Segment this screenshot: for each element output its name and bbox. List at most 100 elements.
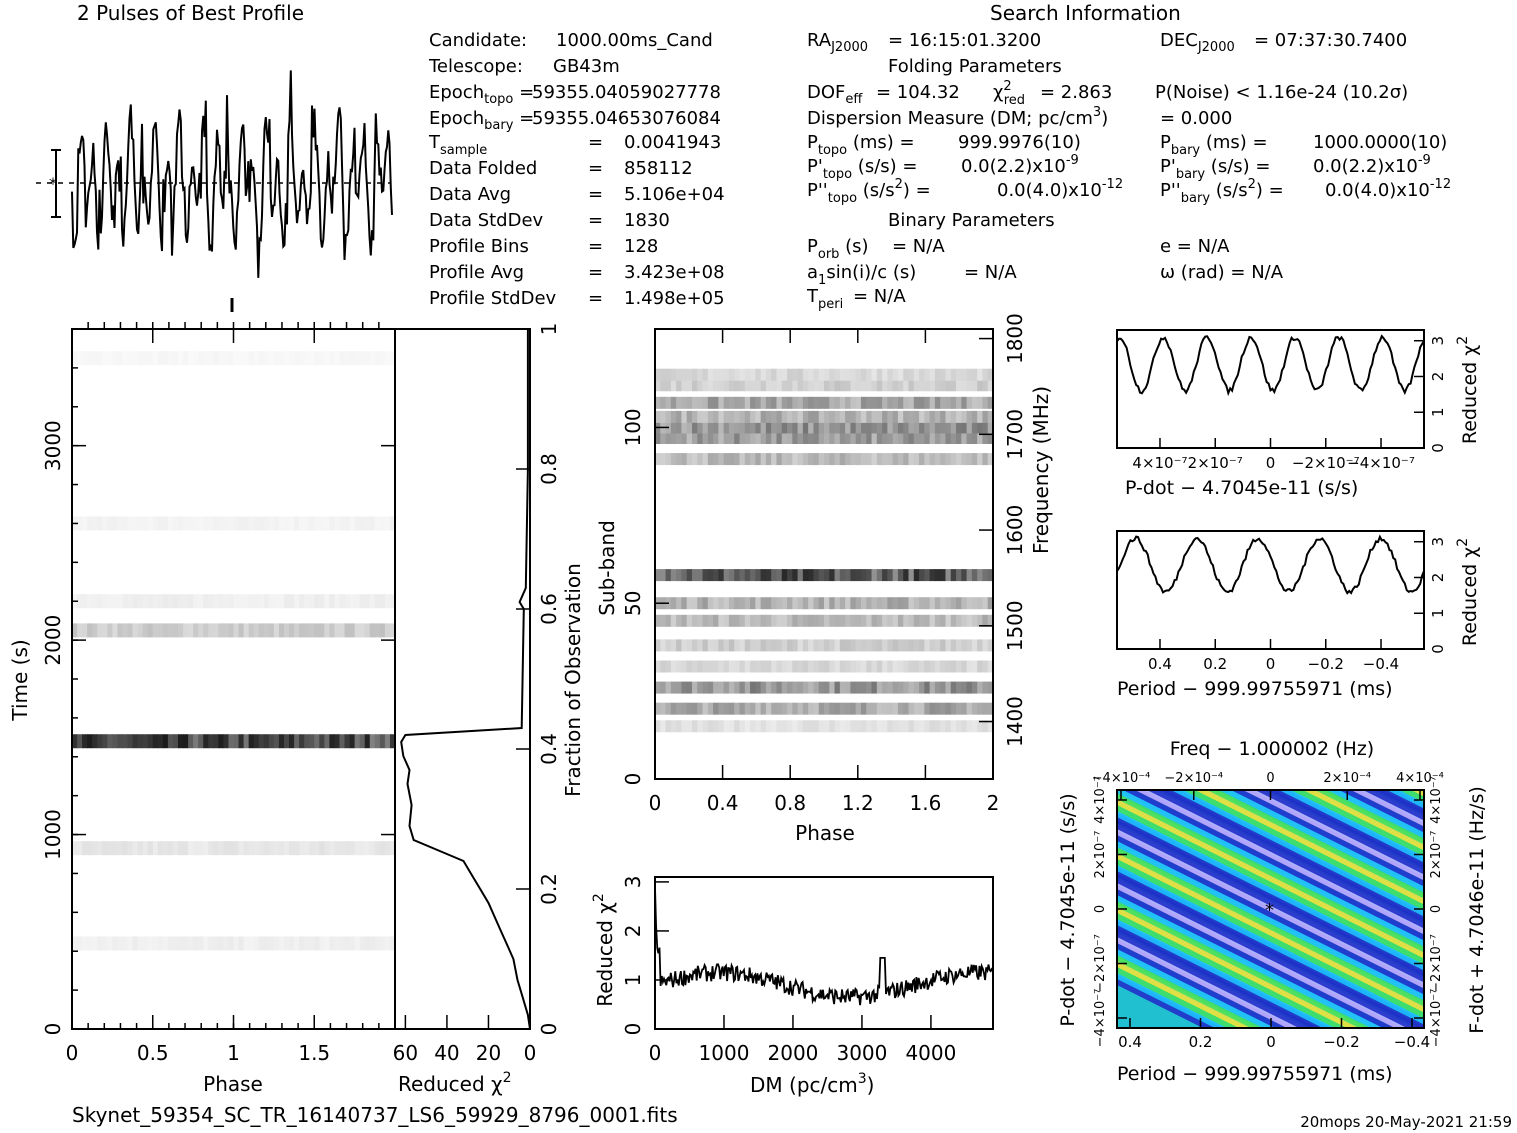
subband-row-cell [971,639,978,652]
subband-row-cell [697,421,704,434]
subband-row-cell [855,421,862,434]
subband-row-cell [713,431,719,444]
subband-row-cell [903,660,910,673]
subband-row-cell [776,720,783,733]
subband-row-cell [940,431,947,444]
subband-row-cell [887,396,894,409]
tperi-value: = N/A [853,286,906,307]
time-row-cell [223,734,230,749]
subband-row-cell [855,702,862,715]
time-row-cell [132,734,139,749]
subband-row-cell [987,421,994,434]
subband-row-cell [855,681,862,694]
subband-row-cell [977,379,984,392]
subband-row-cell [834,453,841,466]
time-row-cell [157,351,164,366]
subband-row-cell [792,431,799,444]
subband-row-cell [919,720,925,733]
time-row-cell [177,516,184,531]
subband-row-cell [887,569,894,582]
plane-contour [1117,866,1424,1028]
subband-row-cell [734,720,741,733]
time-row-cell [364,351,371,366]
subband-row-cell [903,396,910,409]
subband-row-cell [707,379,714,392]
subband-row-cell [676,410,683,423]
subband-row-cell [956,431,962,444]
time-row-cell [319,734,325,749]
time-row-cell [324,936,330,951]
subband-row-cell [702,702,709,715]
subband-row-cell [829,410,836,423]
subband-row-cell [718,639,725,652]
subband-row-cell [850,421,857,434]
subband-row-cell [908,431,915,444]
subband-row-cell [691,597,698,610]
subband-row-cell [982,368,989,381]
subband-row-cell [876,453,883,466]
subband-row-cell [797,720,804,733]
time-row-cell [253,623,260,638]
fraction-ytick: 0.4 [537,733,561,765]
subband-row-cell [691,421,698,434]
subband-row-cell [670,396,677,409]
time-phase-xtick: 0.5 [137,1041,169,1065]
subband-row-cell [681,421,688,434]
subband-row-cell [813,597,820,610]
subband-row-cell [808,614,815,627]
subband-row-cell [908,569,915,582]
plane-contour [1117,854,1424,1019]
subband-row-cell [855,720,862,733]
time-row-cell [359,734,366,749]
subband-row-cell [670,453,677,466]
subband-row-cell [966,639,973,652]
subband-row-cell [929,660,936,673]
time-row-cell [248,594,255,609]
subband-row-cell [776,431,783,444]
subband-row-cell [739,453,746,466]
folding-title: Folding Parameters [888,56,1062,77]
subband-row-cell [919,453,925,466]
time-row-cell [188,841,194,856]
time-row-cell [72,351,78,366]
time-row-cell [248,734,255,749]
time-row-cell [87,516,93,531]
time-row-cell [389,516,396,531]
time-row-cell [243,594,250,609]
time-row-cell [132,936,139,951]
subband-row-cell [950,720,957,733]
time-row-cell [183,734,189,749]
subband-row-cell [950,396,957,409]
subband-row-cell [686,453,693,466]
subband-row-cell [934,379,941,392]
subband-row-cell [755,368,762,381]
time-phase-xtick: 0 [66,1041,79,1065]
subband-row-cell [934,639,941,652]
subband-row-cell [882,702,888,715]
subband-row-cell [702,639,709,652]
subband-row-cell [887,639,894,652]
subband-row-cell [818,421,825,434]
subband-row-cell [702,453,709,466]
subband-row-cell [818,639,825,652]
subband-row-cell [971,702,978,715]
time-row-cell [238,623,245,638]
subband-row-cell [697,660,704,673]
subband-row-cell [713,660,719,673]
time-row-cell [228,594,235,609]
subband-row-cell [744,410,751,423]
time-row-cell [188,936,194,951]
time-row-cell [102,623,108,638]
subband-row-cell [713,453,719,466]
subband-row-cell [866,368,873,381]
time-row-cell [268,516,275,531]
subband-row-cell [707,421,714,434]
a1sini-label: a1sin(i)/c (s) [807,262,916,288]
ptopo-value: 999.9976(10) [958,132,1081,153]
subband-row-cell [897,569,904,582]
subband-row-cell [897,396,904,409]
plane-contour [1117,956,1260,1028]
subband-row-cell [860,368,867,381]
subband-row-cell [781,453,788,466]
subband-row-cell [776,569,783,582]
